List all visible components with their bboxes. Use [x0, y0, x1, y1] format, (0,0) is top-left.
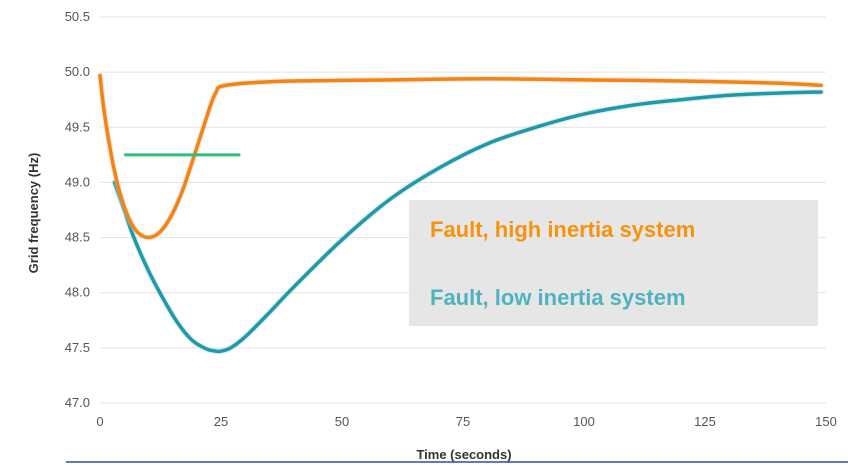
legend-label-high-inertia: Fault, high inertia system	[430, 217, 695, 242]
y-tick-label: 49.5	[65, 119, 90, 134]
y-tick-label: 47.5	[65, 340, 90, 355]
x-tick-label: 125	[694, 414, 716, 429]
y-tick-label: 50.0	[65, 64, 90, 79]
x-axis-title: Time (seconds)	[416, 447, 511, 462]
x-tick-labels: 0 25 50 75 100 125 150	[96, 414, 836, 429]
legend-label-low-inertia: Fault, low inertia system	[430, 285, 686, 310]
data-series	[97, 72, 825, 355]
x-tick-label: 50	[335, 414, 349, 429]
y-axis-title: Grid frequency (Hz)	[26, 153, 41, 274]
x-tick-label: 0	[96, 414, 103, 429]
y-tick-label: 48.5	[65, 230, 90, 245]
series-line-high-inertia	[98, 73, 823, 240]
x-tick-label: 25	[214, 414, 228, 429]
x-tick-label: 150	[815, 414, 837, 429]
legend-box	[409, 200, 818, 326]
y-tick-labels: 47.0 47.5 48.0 48.5 49.0 49.5 50.0 50.5	[65, 9, 90, 410]
y-tick-label: 50.5	[65, 9, 90, 24]
series-line-low-inertia	[112, 90, 823, 354]
x-tick-label: 75	[456, 414, 470, 429]
y-tick-label: 47.0	[65, 395, 90, 410]
x-tick-label: 100	[573, 414, 595, 429]
y-tick-label: 49.0	[65, 174, 90, 189]
y-tick-label: 48.0	[65, 285, 90, 300]
